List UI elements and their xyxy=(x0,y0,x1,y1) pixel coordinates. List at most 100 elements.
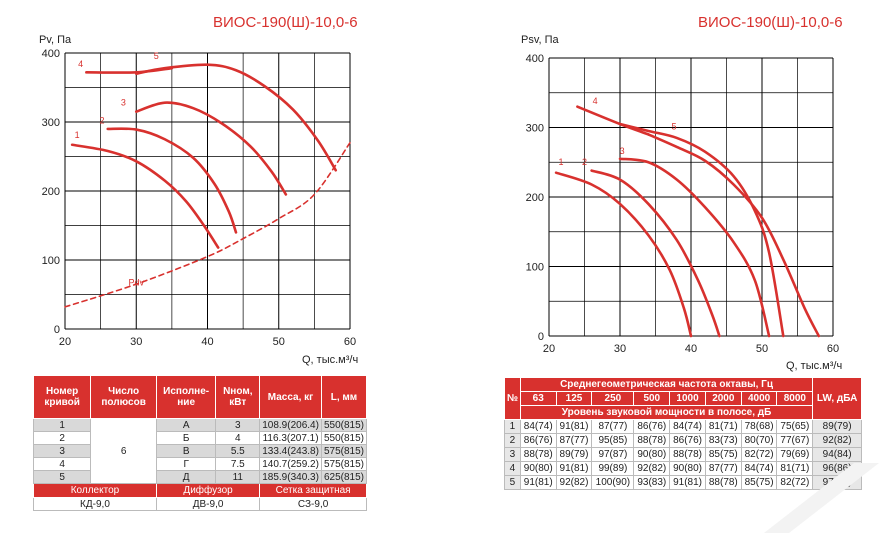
accessory-grid-value: СЗ-9,0 xyxy=(259,497,367,511)
noise-levels-table: № Среднегеометрическая частота октавы, Г… xyxy=(504,377,862,490)
cell-curve: 1 xyxy=(32,418,92,432)
cell-lw: 94(84) xyxy=(812,447,862,462)
cell-level: 85(75) xyxy=(704,447,742,462)
cell-level: 88(78) xyxy=(669,447,706,462)
noise-header-row-1: № Среднегеометрическая частота октавы, Г… xyxy=(504,377,862,420)
cell-number: 1 xyxy=(504,419,521,434)
cell-level: 92(82) xyxy=(555,475,593,490)
cell-lw: 89(79) xyxy=(812,419,862,434)
col-frequency: 125 xyxy=(555,391,593,406)
cell-level: 81(71) xyxy=(704,419,742,434)
cell-level: 87(77) xyxy=(555,433,593,448)
left-curve-label: 5 xyxy=(154,51,159,61)
col-power: Nном, кВт xyxy=(215,375,261,419)
left-x-axis-label: Q, тыс.м³/ч xyxy=(302,354,359,366)
right-curve-label: 2 xyxy=(582,157,587,167)
table-row: 1 84(74) 91(81) 87(77) 86(76) 84(74) 81(71) 78(… xyxy=(504,419,862,434)
col-frequency: 8000 xyxy=(776,391,814,406)
left-y-tick-label: 200 xyxy=(42,186,60,198)
cell-level: 91(81) xyxy=(519,475,557,490)
col-curve-number: Номер кривой xyxy=(32,375,92,419)
cell-version: В xyxy=(155,444,217,458)
right-x-tick-label: 60 xyxy=(827,343,839,355)
cell-level: 85(75) xyxy=(740,475,778,490)
cell-level: 92(82) xyxy=(633,461,671,476)
cell-power: 3 xyxy=(215,418,261,432)
cell-curve: 2 xyxy=(32,431,92,445)
accessory-grid-header: Сетка защитная xyxy=(259,483,367,498)
left-curve-label: Pdv xyxy=(128,278,144,288)
table-row: 3 88(78) 89(79) 97(87) 90(80) 88(78) 85(75) 82(… xyxy=(504,447,862,462)
left-y-tick-label: 400 xyxy=(42,48,60,60)
left-curve-label: 3 xyxy=(121,97,126,107)
accessories-value-row: КД-9,0 ДВ-9,0 СЗ-9,0 xyxy=(33,497,367,511)
cell-level: 79(69) xyxy=(776,447,814,462)
right-series-line xyxy=(618,157,771,338)
cell-level: 90(80) xyxy=(633,447,671,462)
col-version: Исполне-ние xyxy=(155,375,217,419)
left-series-line xyxy=(106,127,238,234)
left-curve-label: 4 xyxy=(78,59,83,69)
cell-length: 625(815) xyxy=(320,470,368,484)
noise-header-row-3: Уровень звуковой мощности в полосе, дБ xyxy=(505,405,862,420)
noise-frequency-row: 63 125 250 500 1000 2000 4000 8000 xyxy=(505,391,862,406)
cell-version: Б xyxy=(155,431,217,445)
accessory-diffuser-value: ДВ-9,0 xyxy=(155,497,261,511)
col-mass: Масса, кг xyxy=(259,375,322,419)
cell-level: 90(80) xyxy=(669,461,706,476)
left-x-tick-label: 40 xyxy=(201,336,213,348)
right-series-line xyxy=(554,171,693,338)
cell-power: 5.5 xyxy=(215,444,261,458)
cell-level: 99(89) xyxy=(591,461,635,476)
left-curve-label: 1 xyxy=(75,130,80,140)
accessories-header-row: Коллектор Диффузор Сетка защитная xyxy=(33,483,367,498)
left-x-tick-label: 50 xyxy=(273,336,285,348)
cell-number: 2 xyxy=(504,433,521,448)
fan-specs-table: Номер кривой Число полюсов Исполне-ние N… xyxy=(32,375,368,511)
left-series-line xyxy=(64,141,351,308)
cell-number: 5 xyxy=(504,475,521,490)
table-row: 2 86(76) 87(77) 95(85) 88(78) 86(76) 83(73) 80(… xyxy=(504,433,862,448)
cell-version: Д xyxy=(155,470,217,484)
table-row: 5 Д 11 185.9(340.3) 625(815) xyxy=(32,470,368,484)
right-y-tick-label: 200 xyxy=(526,192,544,204)
cell-level: 78(68) xyxy=(740,419,778,434)
left-series-line xyxy=(70,143,220,249)
cell-level: 83(73) xyxy=(704,433,742,448)
left-y-axis-label: Pv, Па xyxy=(39,34,72,46)
cell-level: 91(81) xyxy=(555,419,593,434)
left-series-line xyxy=(134,63,338,172)
right-x-tick-label: 50 xyxy=(756,343,768,355)
left-series-line xyxy=(134,101,288,196)
right-series-line xyxy=(576,105,650,136)
left-y-tick-label: 0 xyxy=(54,324,60,336)
cell-length: 550(815) xyxy=(320,418,368,432)
accessory-collector-header: Коллектор xyxy=(33,483,157,498)
cell-level: 80(70) xyxy=(740,433,778,448)
right-y-tick-label: 400 xyxy=(526,53,544,65)
cell-level: 89(79) xyxy=(555,447,593,462)
cell-level: 86(76) xyxy=(669,433,706,448)
cell-version: А xyxy=(155,418,217,432)
cell-mass: 185.9(340.3) xyxy=(259,470,322,484)
right-chart-title: ВИОС-190(Ш)-10,0-6 xyxy=(698,14,843,31)
col-frequency: 500 xyxy=(633,391,671,406)
right-series-line xyxy=(618,122,785,338)
left-curve-label: 2 xyxy=(100,115,105,125)
cell-level: 84(74) xyxy=(519,419,557,434)
cell-level: 100(90) xyxy=(591,475,635,490)
cell-mass: 116.3(207.1) xyxy=(259,431,322,445)
right-curve-label: 5 xyxy=(671,122,676,132)
left-y-tick-label: 100 xyxy=(42,255,60,267)
cell-power: 11 xyxy=(215,470,261,484)
table-row: 4 Г 7.5 140.7(259.2) 575(815) xyxy=(32,457,368,471)
cell-mass: 140.7(259.2) xyxy=(259,457,322,471)
table-row: 2 Б 4 116.3(207.1) 550(815) xyxy=(32,431,368,445)
cell-level: 97(87) xyxy=(591,447,635,462)
right-y-tick-label: 300 xyxy=(526,123,544,135)
col-number: № xyxy=(504,377,521,420)
cell-level: 91(81) xyxy=(669,475,706,490)
freq-header: Среднегеометрическая частота октавы, Гц xyxy=(519,377,814,392)
cell-power: 7.5 xyxy=(215,457,261,471)
left-y-tick-label: 300 xyxy=(42,117,60,129)
